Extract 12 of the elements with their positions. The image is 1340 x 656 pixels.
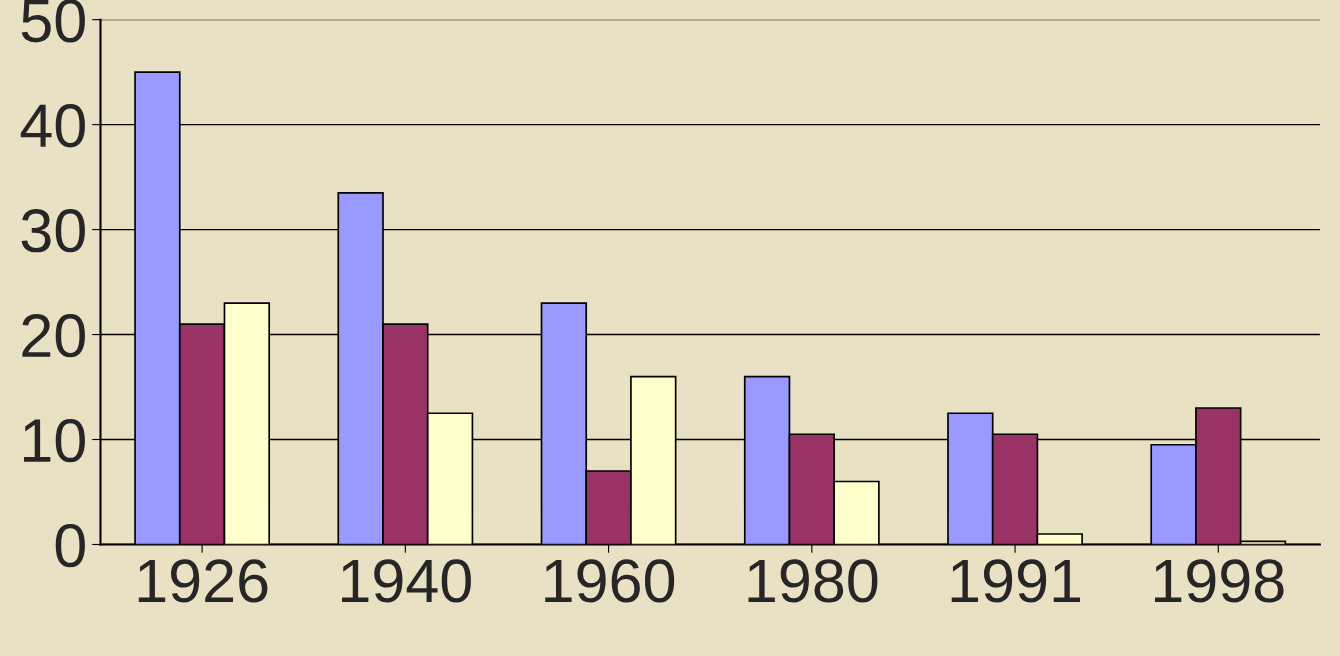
- x-tick-label: 1991: [951, 559, 1081, 603]
- y-tick-label: 30: [21, 209, 85, 253]
- x-tick-label: 1960: [545, 559, 675, 603]
- x-tick-label: 1940: [342, 559, 471, 603]
- y-tick-label: 0: [55, 523, 85, 568]
- y-tick-label: 10: [24, 418, 85, 463]
- y-tick-label: 50: [21, 0, 85, 43]
- y-tick-label: 20: [22, 314, 85, 358]
- y-tick-label: 40: [20, 104, 85, 148]
- x-tick-label: 1998: [1154, 559, 1284, 603]
- x-tick-label: 1980: [748, 559, 878, 603]
- x-tick-label: 1926: [138, 559, 268, 603]
